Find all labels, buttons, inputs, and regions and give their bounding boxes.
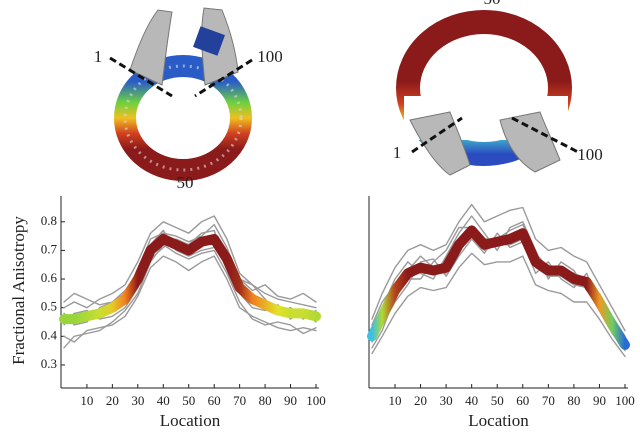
image-label: 50 [177,173,194,192]
subject-line [63,215,317,309]
x-tick-label: 80 [259,393,272,408]
x-tick-label: 90 [593,393,606,408]
subject-line [371,232,626,352]
image-label: 1 [94,47,103,66]
x-axis-label: Location [468,411,529,430]
x-tick-label: 70 [542,393,555,408]
y-tick-label: 0.3 [41,356,57,371]
x-tick-label: 100 [306,393,326,408]
mean-line [59,234,321,325]
subject-line [371,235,626,349]
x-tick-label: 40 [157,393,170,408]
x-axis-label: Location [160,411,221,430]
y-tick-label: 0.4 [41,327,58,342]
mean-line [367,225,630,350]
y-tick-label: 0.5 [41,299,57,314]
x-tick-label: 30 [440,393,453,408]
image-label: 100 [577,145,603,164]
x-tick-label: 50 [182,393,195,408]
subject-line [63,255,317,343]
x-tick-label: 60 [516,393,529,408]
image-label: 1 [393,143,402,162]
x-tick-label: 20 [414,393,427,408]
y-tick-label: 0.8 [41,213,57,228]
x-tick-label: 40 [465,393,478,408]
tract-image-right [396,10,579,176]
x-tick-label: 10 [80,393,93,408]
x-tick-label: 100 [615,393,635,408]
y-tick-label: 0.7 [41,241,58,256]
image-label: 100 [257,47,283,66]
x-tick-label: 80 [567,393,580,408]
x-tick-label: 20 [106,393,119,408]
subject-line [371,203,626,332]
subject-line [63,223,317,306]
x-tick-label: 10 [389,393,402,408]
y-tick-label: 0.6 [41,270,58,285]
image-label: 50 [484,0,501,8]
subject-line [371,252,626,358]
x-tick-label: 90 [284,393,297,408]
tract-image-left [109,7,253,181]
y-axis-label: Fractional Anisotropy [9,216,28,365]
x-tick-label: 30 [131,393,144,408]
x-tick-label: 50 [491,393,504,408]
x-tick-label: 70 [233,393,246,408]
x-tick-label: 60 [208,393,221,408]
subject-line [63,244,317,349]
